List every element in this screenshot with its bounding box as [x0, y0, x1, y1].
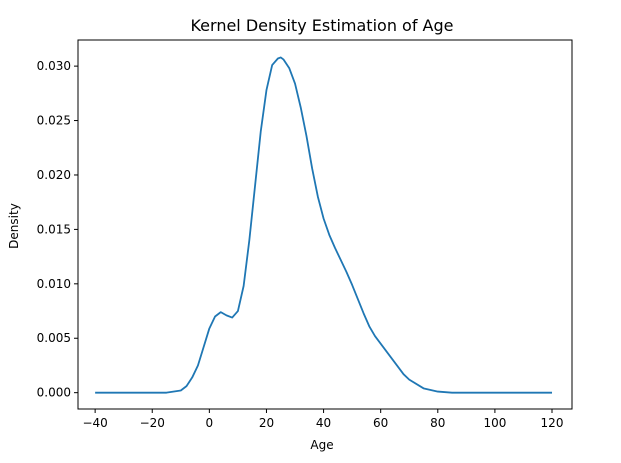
y-axis: 0.000 0.005 0.010 0.015 0.020 0.025 0.030	[37, 59, 78, 400]
plot-frame	[77, 39, 573, 410]
x-tick-label: −20	[140, 416, 165, 430]
y-tick-label: 0.020	[37, 168, 71, 182]
plot-area	[95, 56, 553, 394]
y-tick-label: 0.005	[37, 331, 71, 345]
x-tick-label: 100	[483, 416, 506, 430]
x-tick-label: 20	[259, 416, 274, 430]
y-axis-label: Density	[7, 203, 21, 249]
y-tick-label: 0.000	[37, 386, 71, 400]
x-tick-label: 80	[430, 416, 445, 430]
y-tick-label: 0.010	[37, 277, 71, 291]
y-tick-label: 0.025	[37, 114, 71, 128]
y-tick-label: 0.030	[37, 59, 71, 73]
x-tick-label: 60	[373, 416, 388, 430]
x-axis: −40 −20 0 20 40 60 80 100 120	[82, 409, 563, 430]
chart-title: Kernel Density Estimation of Age	[190, 16, 453, 35]
x-tick-label: 120	[541, 416, 564, 430]
density-line	[95, 56, 553, 394]
x-tick-label: −40	[82, 416, 107, 430]
x-tick-label: 40	[316, 416, 331, 430]
x-tick-label: 0	[206, 416, 214, 430]
x-axis-label: Age	[310, 438, 333, 452]
y-tick-label: 0.015	[37, 222, 71, 236]
